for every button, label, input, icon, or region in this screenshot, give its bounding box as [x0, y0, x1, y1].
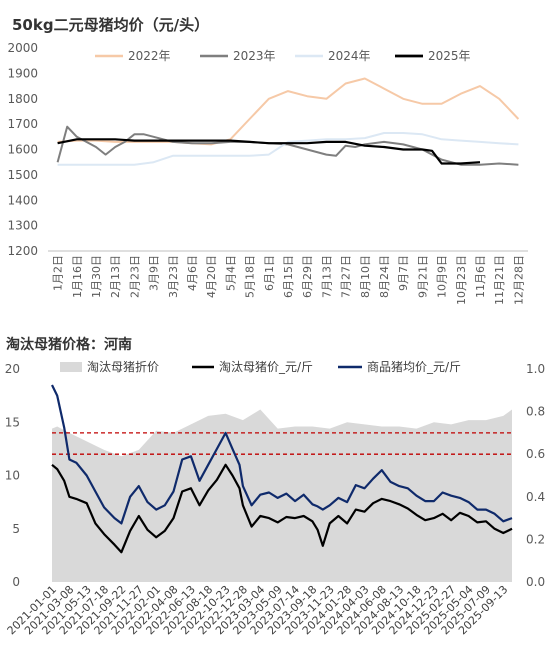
- legend-label: 淘汰母猪价_元/斤: [219, 360, 313, 374]
- x-tick-label: 3月9日: [148, 255, 161, 291]
- x-tick-label: 8月24日: [378, 255, 391, 298]
- y-tick-label-right: 0.0: [526, 575, 545, 589]
- x-tick-label: 5月18日: [244, 255, 257, 298]
- series-line: [51, 463, 513, 554]
- x-tick-label: 1月2日: [52, 255, 65, 291]
- legend-label: 2025年: [428, 49, 471, 63]
- x-tick-label: 1月30日: [90, 255, 103, 298]
- x-tick-label: 5月4日: [224, 255, 237, 291]
- x-tick-label: 11月21日: [493, 255, 506, 305]
- x-tick-label: 4月6日: [186, 255, 199, 291]
- series-line: [51, 384, 513, 525]
- x-tick-label: 3月23日: [167, 255, 180, 298]
- chart-title: 淘汰母猪价格：河南: [6, 337, 132, 353]
- cull-sow-price-chart: 051015200.00.20.40.60.81.02021-01-012021…: [5, 359, 545, 637]
- y-tick-label: 1200: [7, 244, 38, 258]
- x-tick-label: 12月28日: [512, 255, 525, 305]
- y-tick-label: 1400: [7, 193, 38, 207]
- y-tick-label: 2000: [7, 41, 38, 55]
- y-tick-label-right: 0.6: [526, 447, 545, 461]
- x-tick-label: 6月1日: [263, 255, 276, 291]
- legend-label: 2023年: [233, 49, 276, 63]
- sow-price-chart: 1200 1300 1400 1500 1600 1700 1800 1900 2000 1月2日…: [7, 41, 528, 305]
- y-tick-label-right: 0.4: [526, 490, 545, 504]
- legend-label: 2022年: [128, 49, 171, 63]
- y-tick-label: 1300: [7, 219, 38, 233]
- x-tick-label: 2月23日: [128, 255, 141, 298]
- x-tick-label: 8月10日: [359, 255, 372, 298]
- x-tick-label: 10月23日: [455, 255, 468, 305]
- y-tick-label: 1600: [7, 143, 38, 157]
- y-tick-label-right: 0.8: [526, 405, 545, 419]
- series-line: [57, 77, 520, 146]
- y-tick-label-left: 5: [12, 522, 20, 536]
- x-tick-label: 11月6日: [474, 255, 487, 298]
- x-tick-label: 10月9日: [436, 255, 449, 298]
- legend-label: 2024年: [328, 49, 371, 63]
- x-tick-label: 6月29日: [301, 255, 314, 298]
- y-tick-label: 1800: [7, 92, 38, 106]
- x-tick-label: 2月13日: [109, 255, 122, 298]
- x-tick-label: 9月21日: [416, 255, 429, 298]
- series-line: [57, 138, 481, 165]
- y-tick-label-left: 10: [5, 469, 20, 483]
- legend-swatch: [60, 362, 82, 372]
- y-tick-label-right: 1.0: [526, 362, 545, 376]
- legend-label: 淘汰母猪折价: [87, 359, 159, 374]
- y-tick-label-left: 15: [5, 415, 20, 429]
- y-tick-label: 1900: [7, 66, 38, 80]
- series-line: [57, 132, 519, 166]
- chart-title: 50kg二元母猪均价（元/头）: [12, 16, 210, 34]
- x-tick-label: 1月16日: [71, 255, 84, 298]
- x-tick-label: 7月27日: [340, 255, 353, 298]
- series-line: [56, 125, 519, 166]
- x-tick-label: 7月13日: [320, 255, 333, 298]
- y-tick-label-left: 20: [5, 362, 20, 376]
- x-tick-label: 9月7日: [397, 255, 410, 291]
- y-tick-label-left: 0: [12, 575, 20, 589]
- x-tick-label: 6月15日: [282, 255, 295, 298]
- y-tick-label: 1700: [7, 117, 38, 131]
- y-tick-label-right: 0.2: [526, 532, 545, 546]
- x-tick-label: 4月20日: [205, 255, 218, 298]
- legend-label: 商品猪均价_元/斤: [367, 359, 461, 374]
- y-tick-label: 1500: [7, 168, 38, 182]
